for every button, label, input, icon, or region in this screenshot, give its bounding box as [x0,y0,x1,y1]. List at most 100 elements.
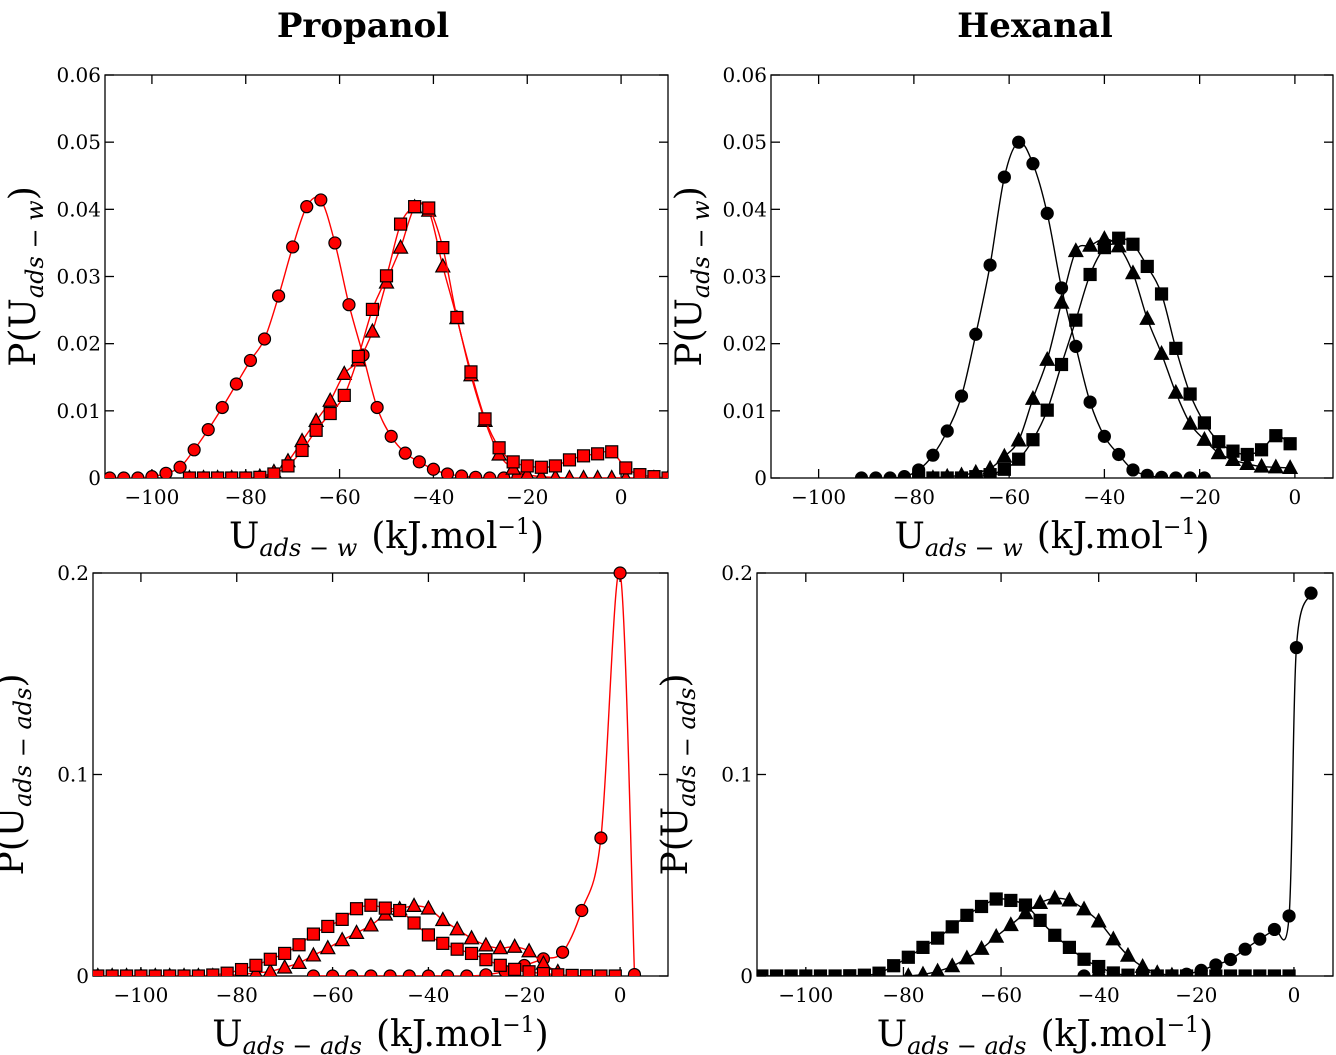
data-point-square [182,471,197,478]
data-point-triangle [1124,264,1141,280]
x-axis-label: Uads − w (kJ.mol−1) [229,515,544,562]
data-point-triangle [1105,930,1122,946]
data-point-triangle [1253,457,1270,473]
data-point-circle [117,471,131,478]
data-point-square [1183,387,1197,401]
y-axis-label-main: P(U [655,807,696,876]
data-point-square [292,938,306,952]
x-axis-label: Uads − w (kJ.mol−1) [895,515,1210,562]
x-axis-label-subscript: ads − ads [243,1032,362,1055]
data-point-square [1238,969,1252,976]
data-point-square [1018,898,1033,912]
x-tick-label: −100 [124,485,179,509]
data-point-triangle [1046,889,1063,905]
title-propanol: Propanol [276,6,450,46]
data-point-square [263,952,277,966]
data-point-square [522,965,536,976]
data-point-triangle [434,911,451,927]
data-point-triangle [336,365,353,380]
data-point-square [364,898,378,912]
data-point-square [1136,969,1150,976]
plot-frame [770,74,1334,479]
y-tick-label: 0 [76,964,89,988]
data-point-circle [426,462,441,476]
data-point-triangle [263,962,278,976]
data-point-triangle [1082,236,1099,252]
data-point-triangle [420,899,437,915]
data-point-square [1223,969,1238,976]
x-tick-label: 0 [1288,983,1301,1007]
data-point-circle [345,969,359,976]
x-tick-label: 0 [1289,485,1302,509]
data-point-square [813,969,828,976]
y-axis-label-main: P(U [669,298,710,367]
y-tick-label: 0.02 [722,332,767,356]
x-tick-label: −100 [778,983,833,1007]
y-axis-label: P(Uads − ads) [655,674,701,876]
data-point-circle [398,446,412,460]
data-point-triangle [550,468,561,478]
data-point-square [983,468,997,478]
data-point-circle [883,471,897,478]
data-point-square [1150,969,1164,976]
data-point-square [321,919,335,934]
series-line-circle [1084,592,1312,976]
data-point-square [1253,969,1267,976]
data-point-square [220,966,234,976]
data-point-square [969,470,983,478]
y-tick-label: 0.03 [56,265,101,289]
data-point-circle [869,471,883,478]
data-point-circle [1169,471,1183,478]
data-point-square [954,471,969,478]
x-axis-label-main: U [895,516,925,557]
data-point-triangle [477,936,494,952]
data-point-triangle [958,949,975,965]
data-point-square [608,969,622,976]
data-point-triangle [996,447,1013,463]
data-point-circle [1140,468,1154,478]
data-point-square [1212,435,1226,449]
data-point-square [1240,447,1254,462]
data-point-square [1154,287,1169,301]
data-point-square [1040,403,1054,417]
data-point-triangle [305,946,322,962]
series-line-square [97,904,616,976]
data-point-triangle [606,469,617,478]
data-point-circle [483,471,497,478]
data-point-circle [1040,206,1054,220]
data-point-square [1209,969,1223,976]
data-point-square [93,969,105,976]
data-point-square [520,459,534,473]
data-point-square [278,946,292,961]
data-point-triangle [1210,444,1227,460]
data-point-circle [173,460,187,474]
data-point-triangle [1002,916,1019,932]
data-point-circle [243,353,258,368]
x-tick-label: −40 [1083,485,1125,509]
data-point-square [1097,241,1111,255]
data-point-square [1283,437,1297,451]
data-point-square [916,940,930,954]
data-point-triangle [930,962,945,976]
x-axis-label-main: U [212,1014,242,1055]
data-point-triangle [463,929,480,945]
x-axis-label-unit: (kJ.mol [1037,516,1163,557]
data-point-triangle [973,940,990,955]
y-tick-label: 0.03 [722,265,767,289]
y-tick-label: 0.01 [722,399,767,423]
data-point-triangle [1167,383,1184,399]
data-point-square [464,365,478,379]
data-point-square [436,241,450,255]
data-point-square [506,455,520,469]
data-point-square [1026,433,1040,447]
data-point-triangle [322,391,339,407]
data-point-triangle [1039,351,1056,366]
data-point-circle [627,967,642,976]
data-point-circle [1126,463,1140,477]
data-point-circle [215,400,229,415]
data-point-square [225,471,239,478]
data-point-square [119,969,134,976]
data-point-triangle [944,957,961,973]
data-point-square [134,969,148,976]
y-tick-label: 0.04 [722,197,767,221]
